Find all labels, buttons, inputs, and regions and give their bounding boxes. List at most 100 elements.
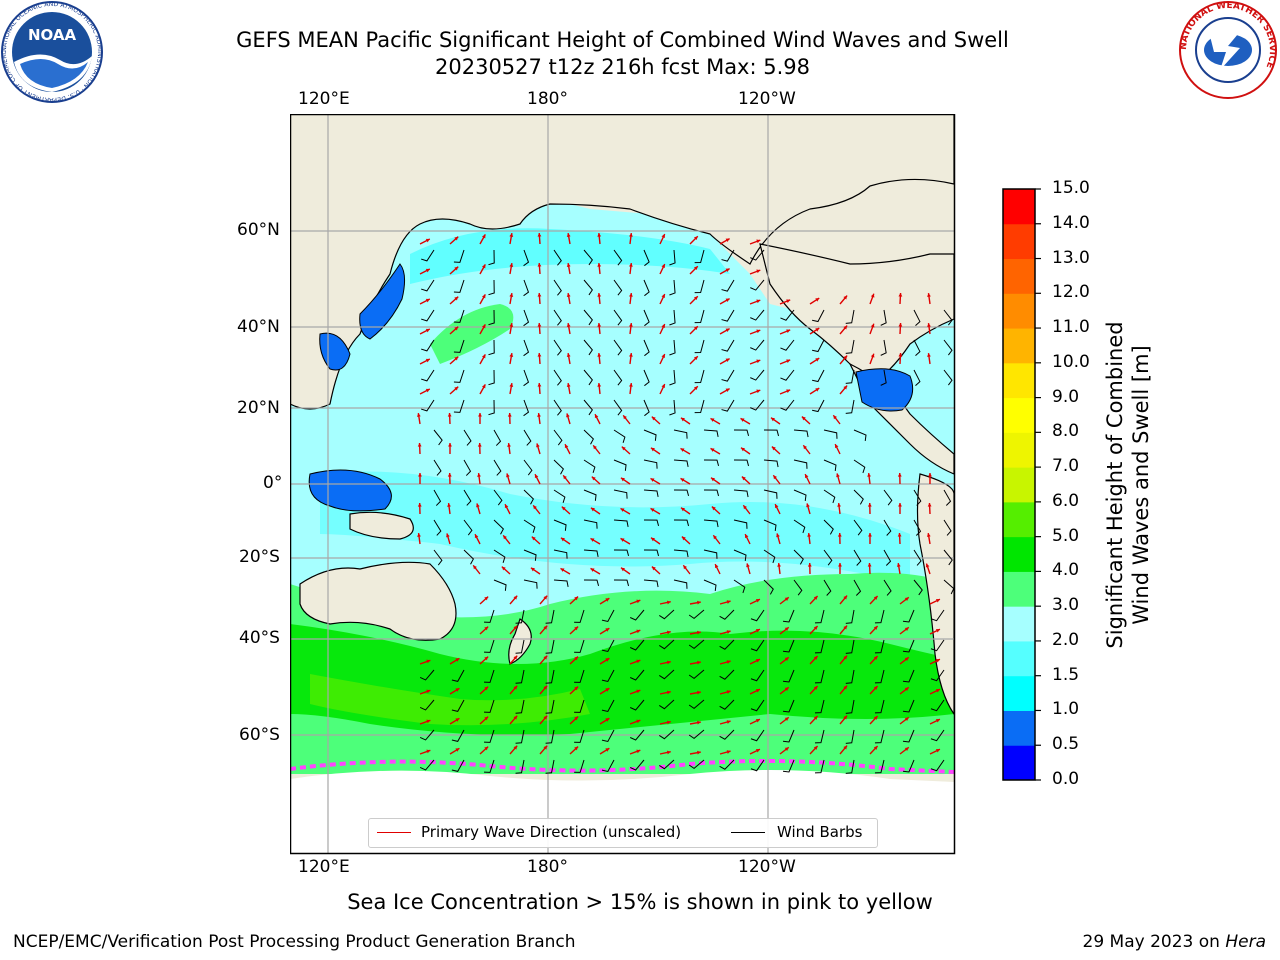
wind-barb [553,249,562,266]
colorbar-segment [1003,536,1035,572]
wave-arrow-head [904,627,909,632]
wind-barb [669,399,676,416]
wave-arrow-head [744,534,749,539]
wave-arrow-head [509,383,514,387]
wave-arrow-head [666,750,671,755]
wind-barb [669,369,676,386]
wave-arrow-head [774,504,779,509]
wind-barb [433,459,442,476]
wave-arrow-head [650,508,655,512]
wave-arrow-head [813,656,818,660]
wind-barb [659,729,675,740]
wave-arrow-head [801,416,806,421]
wind-barb [694,279,705,294]
wave-arrow-head [784,747,789,751]
map-title: GEFS MEAN Pacific Significant Height of … [236,28,1009,52]
wind-barb [433,489,442,506]
wind-barbs [419,249,954,774]
noaa-logo-text: NOAA [28,26,77,44]
wind-barb [583,429,594,445]
colorbar-segment [1003,293,1035,329]
wind-barb [453,309,465,323]
wind-barb [463,489,472,506]
wind-barb [763,459,779,468]
wave-arrow-head [447,503,451,507]
wind-barb [763,489,778,499]
footer-date-text: 29 May 2023 on [1082,932,1226,952]
wind-barb [419,759,435,771]
wind-barb [553,309,562,326]
wave-arrow-head [537,293,542,297]
wind-barb [853,429,867,442]
wind-barb [493,519,504,535]
gulf-of-mexico-water [855,368,914,412]
wave-arrow-head [605,688,610,692]
colorbar-tick-label: 2.0 [1052,629,1080,650]
wind-barb [553,369,562,386]
wind-barb [583,579,600,587]
wave-arrow-head [628,353,633,357]
wind-barb [488,399,495,416]
wave-arrow-head [746,563,750,568]
wave-arrow-head [804,474,809,479]
wave-arrow-head [725,238,730,243]
wind-barb [484,699,495,713]
wave-arrow-head [426,749,431,754]
wind-barb [523,579,538,589]
wave-arrow-head [566,353,571,357]
wind-barb [750,279,765,291]
wave-arrow-head [636,719,641,724]
wave-arrow-head [537,383,542,387]
wave-arrow-head [843,685,848,690]
wind-barb [523,489,534,505]
wind-barb [433,549,443,566]
wave-arrow-head [755,749,760,753]
wind-barb [845,759,855,774]
wave-arrow-head [566,233,571,237]
wind-barb [943,489,952,506]
wind-barb [874,759,885,774]
wave-arrow-head [543,625,548,630]
wave-arrow-head [843,355,848,360]
wave-arrow-head [509,293,514,297]
wave-arrow-head [651,416,656,421]
wave-arrow-head [815,328,820,332]
wave-arrow-head [507,413,512,417]
wave-arrow-head [680,507,685,512]
wave-arrow-head [714,564,719,569]
wave-arrow-head [726,630,731,634]
wind-barb [733,489,749,498]
wave-arrow-head [666,660,671,665]
wave-arrow-head [711,506,716,511]
wind-barb [574,609,585,623]
wind-barb [574,759,585,773]
wind-barb [451,699,465,712]
wind-barb [812,369,825,383]
lon-tick-top-120e: 120°E [298,89,350,109]
wave-arrow-head [564,444,569,449]
wave-arrow-head [574,656,579,661]
wave-arrow-head [843,625,848,630]
lon-tick-top-120w: 120°W [738,89,796,109]
wind-barb [694,309,705,324]
wave-arrow-head [574,626,579,631]
wind-barb [545,609,555,624]
wave-arrow-head [873,626,878,630]
wave-arrow-head [513,685,518,690]
wind-barb [750,609,765,622]
wave-arrow-head [509,263,514,267]
wave-arrow-head [725,298,730,303]
wave-arrow-head [509,323,514,327]
wave-arrow-head [896,563,901,567]
wind-barb [601,759,615,773]
wind-barb [750,309,765,321]
wave-arrow-head [693,236,698,241]
wave-arrow-head [935,719,940,723]
map-frame [290,114,956,855]
wave-arrow-head [636,689,641,694]
wind-barb [523,309,530,327]
wind-barb [694,249,705,264]
wind-barb [930,639,945,652]
wave-arrow-head [693,356,698,361]
wind-barb [553,519,567,531]
